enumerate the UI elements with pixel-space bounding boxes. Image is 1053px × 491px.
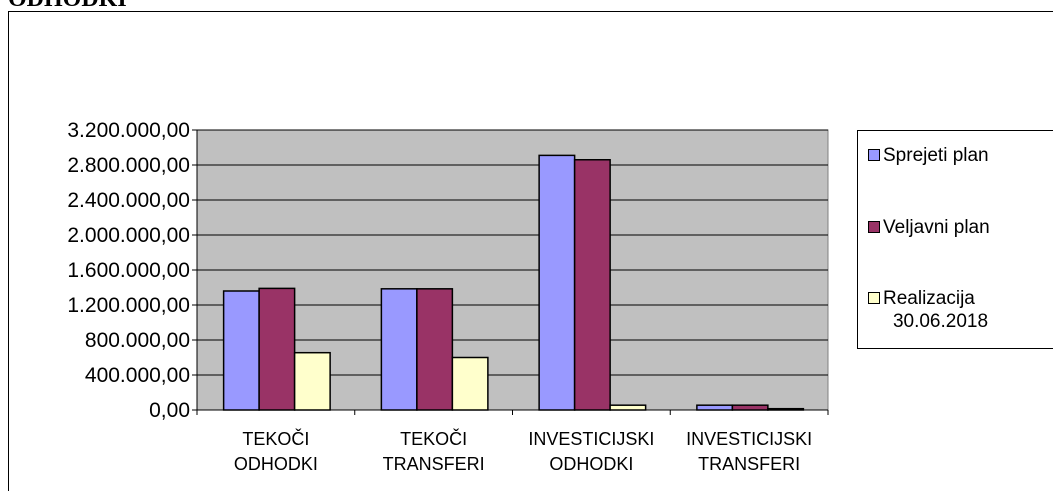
x-tick-label: INVESTICIJSKI	[686, 429, 812, 449]
bar-sprejeti-plan-2	[538, 154, 576, 411]
chart-title: ODHODKI	[8, 0, 127, 13]
chart-frame	[8, 11, 1053, 491]
x-tick-label: TEKOČI	[400, 428, 467, 449]
bar-veljavni-plan-3	[731, 404, 769, 411]
y-tick-label: 0,00	[149, 399, 190, 422]
legend-label-realizacija-line2: 30.06.2018	[892, 311, 989, 332]
legend-swatch-sprejeti-plan	[868, 149, 880, 161]
bar-veljavni-plan-0	[258, 287, 296, 411]
legend: Sprejeti plan Veljavni plan Realizacija …	[857, 130, 1053, 349]
y-tick-label: 400.000,00	[85, 364, 190, 387]
y-tick-label: 1.200.000,00	[67, 294, 190, 317]
x-tick-label: ODHODKI	[549, 454, 633, 474]
bar-realizacija-30-06-2018-0	[293, 351, 331, 411]
y-tick-label: 1.600.000,00	[67, 259, 190, 282]
legend-label-sprejeti-plan: Sprejeti plan	[883, 145, 989, 166]
bar-veljavni-plan-1	[416, 288, 454, 411]
y-tick-label: 2.400.000,00	[67, 189, 190, 212]
y-tick-label: 800.000,00	[85, 329, 190, 352]
y-tick-label: 2.800.000,00	[67, 154, 190, 177]
y-tick-label: 3.200.000,00	[67, 119, 190, 142]
legend-label-veljavni-plan: Veljavni plan	[883, 217, 990, 238]
legend-item-sprejeti-plan: Sprejeti plan	[868, 144, 989, 167]
x-tick-label: TRANSFERI	[383, 454, 485, 474]
x-tick-label: TRANSFERI	[698, 454, 800, 474]
legend-swatch-realizacija	[868, 292, 880, 304]
legend-label-realizacija-line1: Realizacija	[883, 288, 975, 309]
bar-sprejeti-plan-0	[222, 290, 260, 411]
bar-realizacija-30-06-2018-2	[609, 404, 647, 411]
y-tick-label: 2.000.000,00	[67, 224, 190, 247]
x-tick-label: ODHODKI	[234, 454, 318, 474]
bar-realizacija-30-06-2018-1	[451, 356, 489, 411]
bar-sprejeti-plan-3	[696, 404, 734, 411]
legend-item-veljavni-plan: Veljavni plan	[868, 216, 990, 239]
bar-realizacija-30-06-2018-3	[767, 407, 805, 411]
bar-veljavni-plan-2	[573, 159, 611, 411]
legend-swatch-veljavni-plan	[868, 221, 880, 233]
x-tick-label: INVESTICIJSKI	[528, 429, 654, 449]
bar-sprejeti-plan-1	[380, 288, 418, 411]
x-tick-label: TEKOČI	[242, 428, 309, 449]
legend-label-realizacija: Realizacija 30.06.2018	[883, 287, 1008, 333]
legend-item-realizacija: Realizacija 30.06.2018	[868, 287, 1008, 333]
